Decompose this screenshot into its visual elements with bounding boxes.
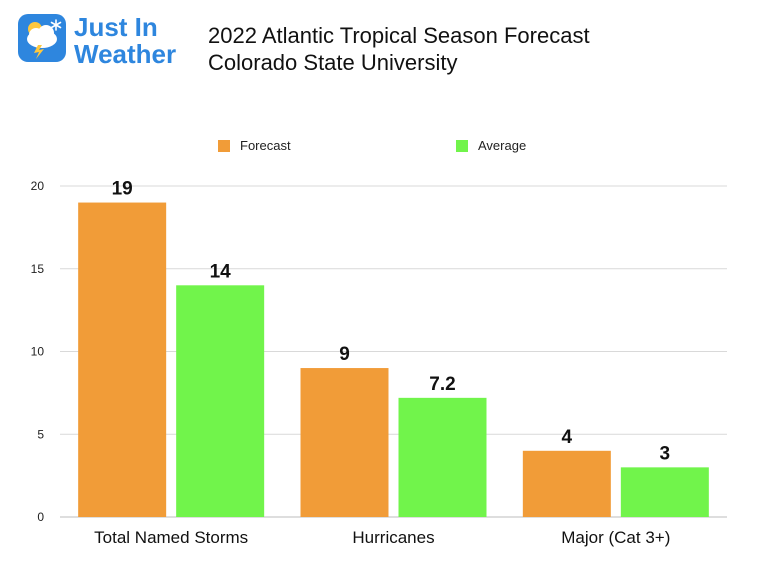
brand-logo: Just In Weather [18, 14, 193, 76]
x-axis-ticks: Total Named Storms Hurricanes Major (Cat 3… [94, 528, 670, 547]
bar-forecast-0 [78, 202, 167, 518]
y-axis-ticks: 0 5 10 15 20 [31, 179, 45, 524]
bars [78, 202, 709, 518]
data-label: 3 [660, 443, 671, 464]
y-tick-label: 5 [37, 427, 44, 441]
x-tick-label: Major (Cat 3+) [561, 528, 670, 547]
bar-average-2 [620, 467, 709, 517]
chart-header: 2022 Atlantic Tropical Season Forecast C… [208, 22, 590, 76]
bar-forecast-2 [522, 450, 611, 517]
logo-line-2: Weather [74, 39, 177, 69]
y-tick-label: 10 [31, 345, 45, 359]
grid-lines [60, 185, 727, 518]
data-label: 4 [562, 427, 573, 448]
chart-title: 2022 Atlantic Tropical Season Forecast [208, 23, 590, 48]
bar-forecast-1 [300, 368, 389, 517]
y-tick-label: 20 [31, 179, 45, 193]
weather-cloud-icon [18, 14, 66, 62]
data-label: 19 [112, 179, 133, 200]
x-tick-label: Hurricanes [352, 528, 434, 547]
logo-line-1: Just In [74, 12, 158, 42]
data-label: 7.2 [429, 374, 455, 395]
data-label: 9 [339, 344, 350, 365]
data-labels: 19 14 9 7.2 4 3 [112, 179, 671, 465]
x-tick-label: Total Named Storms [94, 528, 248, 547]
y-tick-label: 0 [37, 510, 44, 524]
data-label: 14 [210, 261, 232, 282]
y-tick-label: 15 [31, 262, 45, 276]
chart-subtitle: Colorado State University [208, 50, 458, 75]
bar-average-0 [176, 285, 265, 517]
logo-wordmark: Just In Weather [74, 14, 176, 68]
bar-average-1 [398, 397, 487, 517]
